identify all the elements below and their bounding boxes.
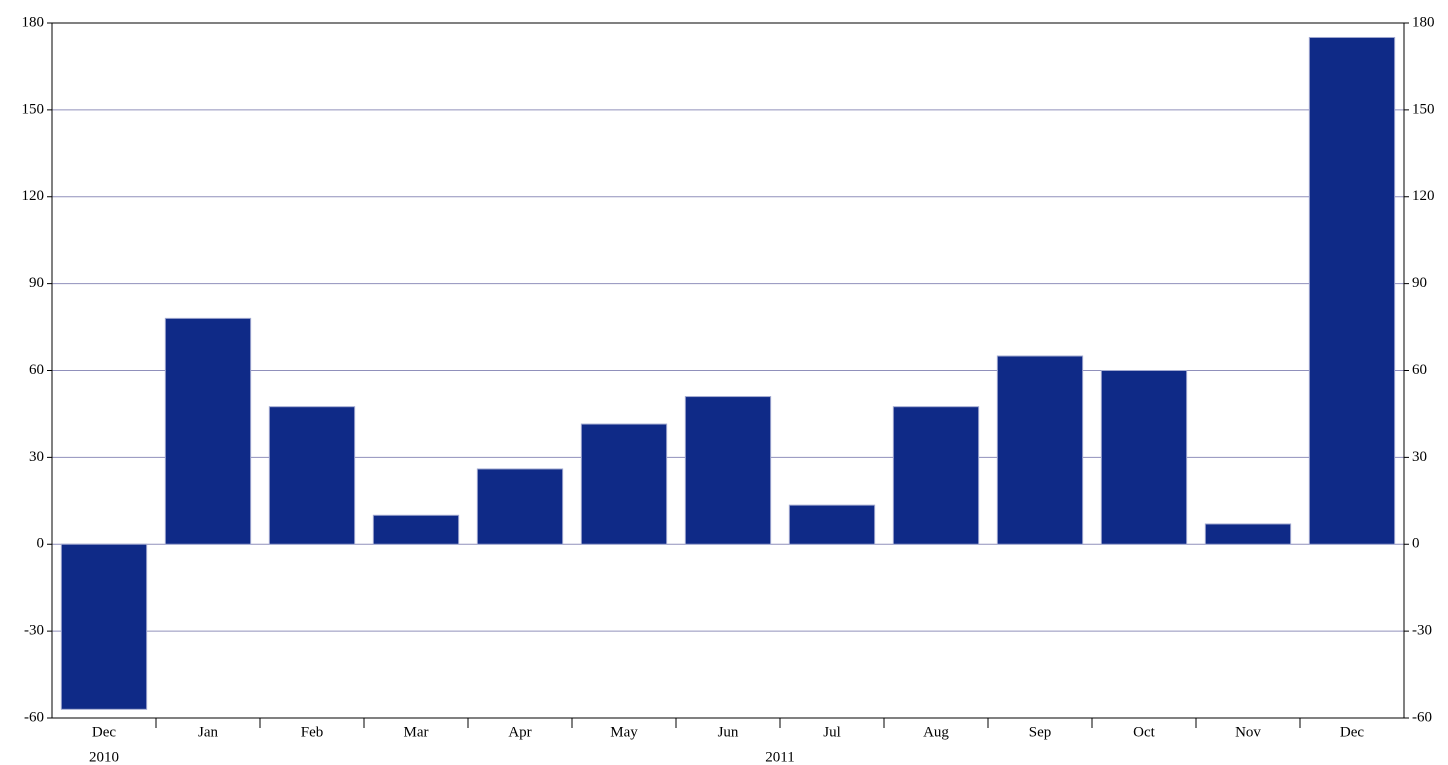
bar <box>892 406 980 545</box>
y-tick-label: -60 <box>24 709 44 725</box>
y2-tick-label: 180 <box>1412 14 1435 30</box>
x-tick-label: Apr <box>508 724 531 740</box>
bar <box>580 423 668 545</box>
bar <box>996 355 1084 545</box>
x-group-label: 2010 <box>89 749 119 765</box>
x-tick-label: Sep <box>1029 724 1052 740</box>
bar <box>1308 36 1396 545</box>
y-tick-label: 150 <box>22 101 45 117</box>
y2-tick-label: 60 <box>1412 362 1427 378</box>
y-tick-label: 90 <box>29 275 44 291</box>
y2-tick-label: 150 <box>1412 101 1435 117</box>
y2-tick-label: 120 <box>1412 188 1435 204</box>
y2-tick-label: -60 <box>1412 709 1432 725</box>
x-group-label: 2011 <box>765 749 794 765</box>
y-tick-label: 60 <box>29 362 44 378</box>
y2-tick-label: -30 <box>1412 623 1432 639</box>
x-tick-label: Mar <box>404 724 429 740</box>
y2-tick-label: 90 <box>1412 275 1427 291</box>
x-tick-label: Aug <box>923 724 949 740</box>
y-tick-label: 180 <box>22 14 45 30</box>
x-tick-label: Dec <box>92 724 116 740</box>
bar <box>788 504 876 545</box>
y-tick-label: -30 <box>24 623 44 639</box>
y-tick-label: 120 <box>22 188 45 204</box>
x-tick-label: Jul <box>823 724 841 740</box>
x-tick-label: Jun <box>718 724 739 740</box>
bar <box>1204 523 1292 545</box>
x-tick-label: Dec <box>1340 724 1364 740</box>
x-tick-label: May <box>610 724 638 740</box>
y-tick-label: 0 <box>37 536 45 552</box>
y2-tick-label: 30 <box>1412 449 1427 465</box>
bar <box>1100 370 1188 545</box>
x-tick-label: Oct <box>1133 724 1155 740</box>
bar <box>684 396 772 545</box>
x-tick-label: Nov <box>1235 724 1261 740</box>
bar <box>372 514 460 545</box>
bar <box>476 468 564 545</box>
bar <box>60 543 148 710</box>
y2-tick-label: 0 <box>1412 536 1420 552</box>
y-tick-label: 30 <box>29 449 44 465</box>
bar <box>164 317 252 545</box>
x-tick-label: Jan <box>198 724 218 740</box>
bar <box>268 406 356 545</box>
x-tick-label: Feb <box>301 724 324 740</box>
